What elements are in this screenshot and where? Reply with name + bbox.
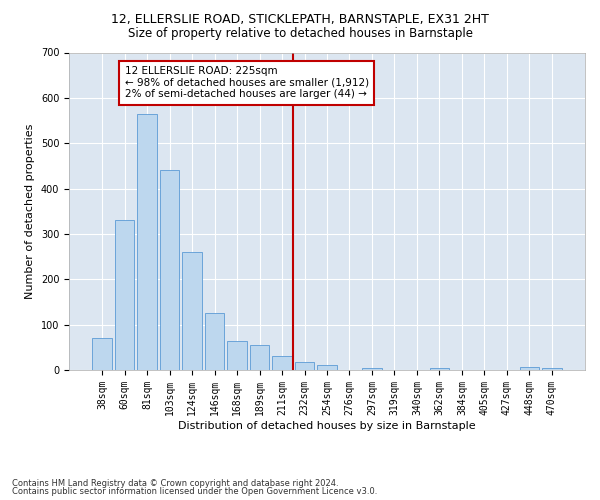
Text: Size of property relative to detached houses in Barnstaple: Size of property relative to detached ho… bbox=[128, 28, 473, 40]
Bar bbox=[362, 368, 382, 370]
X-axis label: Distribution of detached houses by size in Barnstaple: Distribution of detached houses by size … bbox=[178, 420, 476, 430]
Text: Contains HM Land Registry data © Crown copyright and database right 2024.: Contains HM Land Registry data © Crown c… bbox=[12, 478, 338, 488]
Bar bbox=[227, 340, 247, 370]
Bar bbox=[542, 368, 562, 370]
Bar bbox=[250, 345, 269, 370]
Bar bbox=[115, 220, 134, 370]
Bar bbox=[182, 252, 202, 370]
Y-axis label: Number of detached properties: Number of detached properties bbox=[25, 124, 35, 299]
Text: Contains public sector information licensed under the Open Government Licence v3: Contains public sector information licen… bbox=[12, 487, 377, 496]
Bar bbox=[205, 314, 224, 370]
Text: 12 ELLERSLIE ROAD: 225sqm
← 98% of detached houses are smaller (1,912)
2% of sem: 12 ELLERSLIE ROAD: 225sqm ← 98% of detac… bbox=[125, 66, 368, 100]
Bar bbox=[92, 338, 112, 370]
Bar bbox=[317, 364, 337, 370]
Text: 12, ELLERSLIE ROAD, STICKLEPATH, BARNSTAPLE, EX31 2HT: 12, ELLERSLIE ROAD, STICKLEPATH, BARNSTA… bbox=[111, 12, 489, 26]
Bar bbox=[430, 368, 449, 370]
Bar bbox=[160, 170, 179, 370]
Bar bbox=[520, 367, 539, 370]
Bar bbox=[295, 362, 314, 370]
Bar bbox=[137, 114, 157, 370]
Bar bbox=[272, 356, 292, 370]
